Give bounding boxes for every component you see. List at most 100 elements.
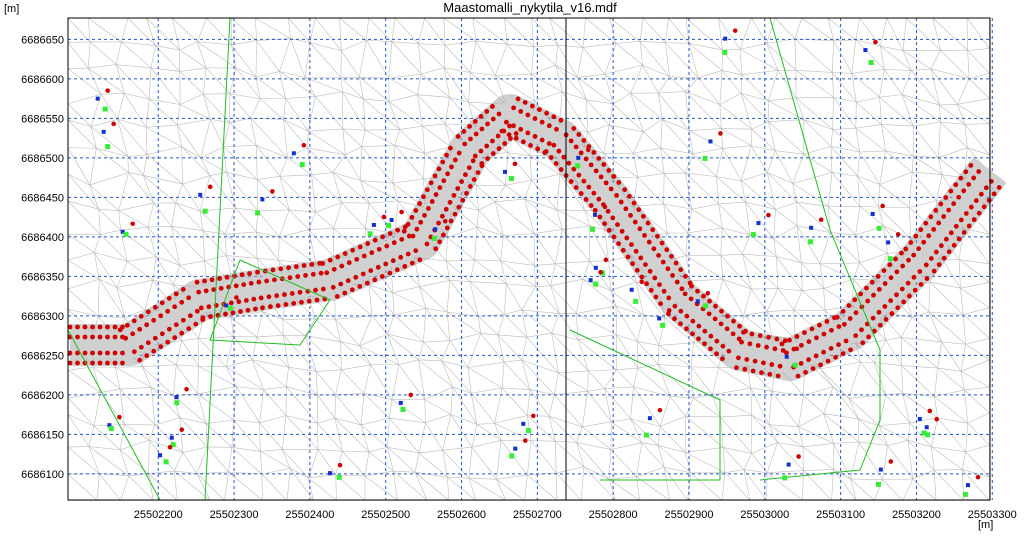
bank-point xyxy=(734,365,739,371)
bank-point xyxy=(159,331,165,337)
bank-point xyxy=(410,233,416,239)
bank-point xyxy=(731,318,736,324)
point xyxy=(766,212,771,218)
bank-point xyxy=(471,177,477,182)
bank-point xyxy=(767,371,773,377)
node xyxy=(95,96,100,101)
bank-point xyxy=(966,181,972,187)
bank-point xyxy=(334,294,340,299)
bank-point xyxy=(346,260,352,266)
x-tick-label: 25502800 xyxy=(589,509,638,521)
x-tick-label: 25503100 xyxy=(816,509,865,521)
marker xyxy=(170,442,176,448)
bank-point xyxy=(97,350,103,356)
y-tick-label: 6686450 xyxy=(21,192,64,204)
node xyxy=(593,265,598,270)
marker xyxy=(386,222,392,228)
bank-point xyxy=(848,347,853,353)
bank-point xyxy=(303,273,308,278)
bank-point xyxy=(597,214,603,220)
bank-point xyxy=(619,228,625,234)
bank-point xyxy=(726,348,732,354)
bank-point xyxy=(186,326,192,332)
marker xyxy=(876,225,882,231)
node xyxy=(809,225,814,230)
marker xyxy=(660,322,666,328)
bank-point xyxy=(525,130,531,136)
bank-point xyxy=(112,334,118,340)
bank-point xyxy=(490,138,495,144)
bank-point xyxy=(444,225,450,231)
bank-point xyxy=(814,335,819,341)
bank-point xyxy=(673,260,679,266)
bank-point xyxy=(701,293,706,299)
bank-point xyxy=(853,310,859,316)
bank-point xyxy=(459,179,465,184)
node xyxy=(695,299,700,304)
bank-point xyxy=(936,262,942,268)
marker xyxy=(702,155,708,161)
bank-point xyxy=(75,334,80,340)
bank-point xyxy=(747,341,753,347)
point xyxy=(408,392,414,398)
bank-point xyxy=(239,272,245,278)
bank-point xyxy=(330,284,336,290)
bank-point xyxy=(650,227,656,233)
bank-point xyxy=(928,256,934,261)
bank-point xyxy=(652,275,658,281)
node xyxy=(917,416,922,421)
bank-point xyxy=(596,196,602,202)
bank-point xyxy=(198,305,204,311)
point xyxy=(337,462,343,468)
node xyxy=(433,227,438,232)
bank-point xyxy=(398,254,404,260)
bank-point xyxy=(690,331,695,337)
point xyxy=(442,218,448,224)
bank-point xyxy=(506,132,512,138)
marker xyxy=(525,428,531,434)
point xyxy=(718,131,723,136)
bank-point xyxy=(238,309,243,314)
marker xyxy=(722,49,728,55)
bank-point xyxy=(981,204,987,210)
point xyxy=(399,209,404,215)
bank-point xyxy=(866,334,871,340)
bank-point xyxy=(466,165,472,171)
bank-point xyxy=(659,240,665,246)
bank-point xyxy=(120,350,125,356)
bank-point xyxy=(775,373,781,379)
bank-point xyxy=(871,328,877,334)
bank-point xyxy=(248,280,254,286)
bank-point xyxy=(335,254,341,260)
bank-point xyxy=(591,190,597,196)
bank-point xyxy=(933,207,939,213)
point xyxy=(598,269,603,275)
bank-point xyxy=(241,282,247,288)
bank-point xyxy=(194,308,200,314)
bank-point xyxy=(327,257,333,263)
bank-point xyxy=(286,265,291,271)
bank-point xyxy=(173,291,179,297)
bank-point xyxy=(603,180,609,186)
bank-point xyxy=(588,203,594,208)
point xyxy=(888,459,894,464)
boundary xyxy=(204,17,231,501)
marker xyxy=(227,305,233,311)
bank-point xyxy=(472,119,478,124)
bank-point xyxy=(688,296,694,302)
bank-point xyxy=(608,186,614,192)
bank-point xyxy=(795,373,801,379)
bank-point xyxy=(678,308,684,314)
bank-point xyxy=(672,303,678,309)
bank-point xyxy=(518,126,524,132)
bank-point xyxy=(581,138,587,143)
bank-point xyxy=(818,362,823,368)
bank-point xyxy=(551,114,557,120)
point xyxy=(927,408,933,414)
bank-point xyxy=(97,324,103,330)
node xyxy=(588,278,593,283)
bank-point xyxy=(437,239,442,245)
bank-point xyxy=(631,200,637,206)
bank-point xyxy=(682,291,688,297)
bank-point xyxy=(436,166,442,172)
